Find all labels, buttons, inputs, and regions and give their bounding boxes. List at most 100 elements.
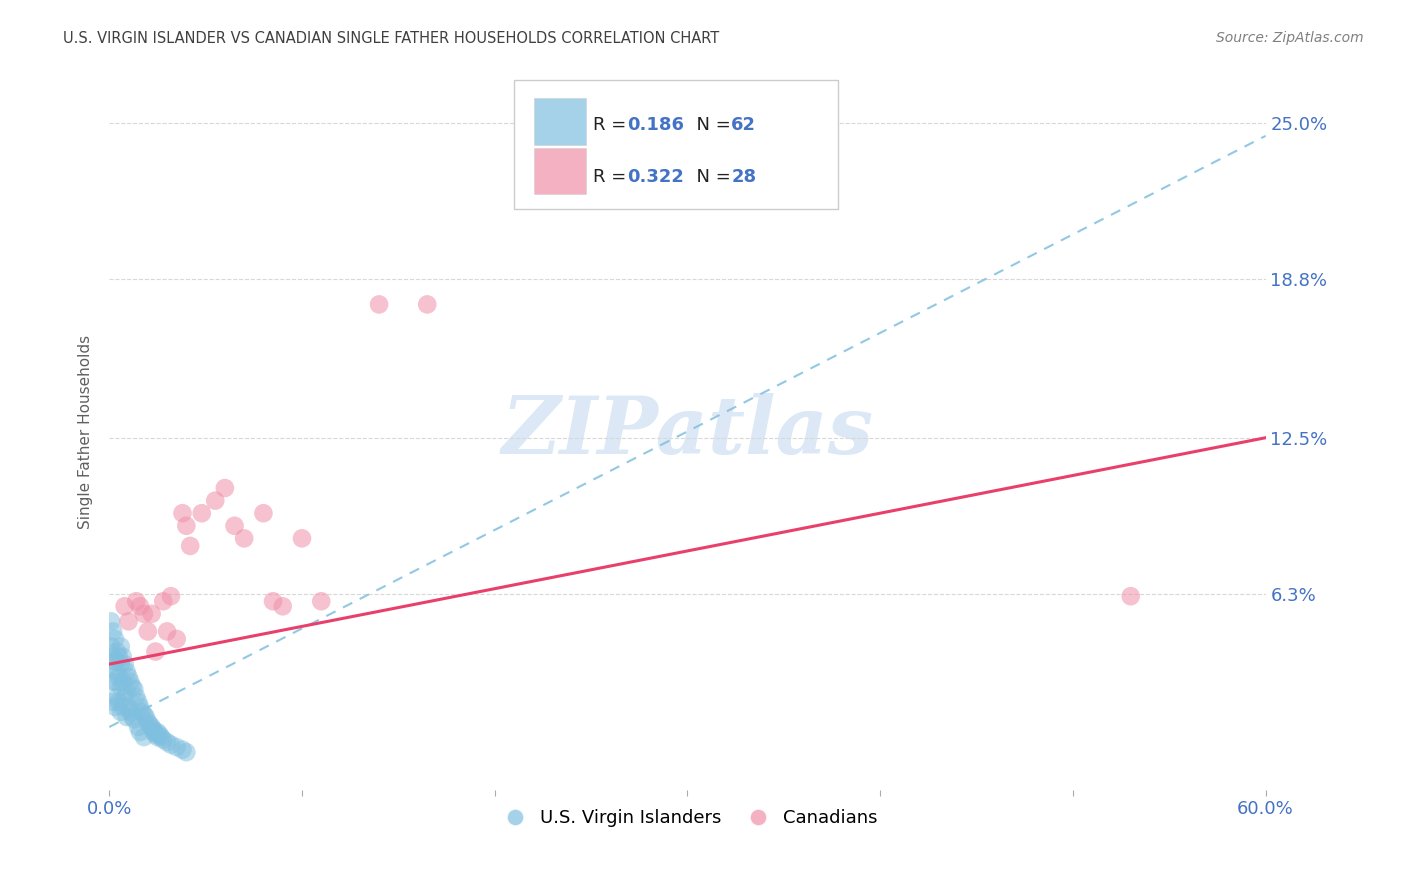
Text: 0.186: 0.186 — [627, 116, 685, 134]
Point — [125, 690, 148, 704]
Point — [120, 705, 142, 719]
Point — [124, 713, 146, 727]
Point — [127, 695, 149, 709]
Point — [117, 670, 139, 684]
Point — [131, 705, 153, 719]
Point — [115, 710, 138, 724]
Point — [104, 699, 127, 714]
Point — [114, 690, 136, 704]
Point — [127, 720, 149, 734]
Text: R =: R = — [592, 169, 631, 186]
Text: N =: N = — [685, 169, 737, 186]
Text: R =: R = — [592, 116, 631, 134]
Legend: U.S. Virgin Islanders, Canadians: U.S. Virgin Islanders, Canadians — [489, 802, 884, 835]
Point — [145, 728, 167, 742]
Point — [101, 695, 124, 709]
Point — [179, 539, 201, 553]
Point — [1119, 589, 1142, 603]
Point — [115, 685, 138, 699]
Point — [111, 674, 134, 689]
Point — [121, 680, 143, 694]
Point — [104, 655, 127, 669]
Point — [214, 481, 236, 495]
Point — [132, 707, 155, 722]
Point — [160, 589, 183, 603]
Text: N =: N = — [685, 116, 737, 134]
Point — [141, 720, 163, 734]
Point — [104, 632, 127, 646]
Point — [129, 599, 152, 614]
Point — [120, 674, 142, 689]
Point — [110, 680, 132, 694]
Point — [172, 742, 194, 756]
Point — [111, 649, 134, 664]
Point — [136, 624, 159, 639]
Point — [105, 644, 128, 658]
Point — [101, 624, 124, 639]
Point — [172, 506, 194, 520]
FancyBboxPatch shape — [515, 80, 838, 210]
Point — [148, 728, 170, 742]
Point — [141, 607, 163, 621]
Point — [160, 738, 183, 752]
Point — [111, 699, 134, 714]
Point — [142, 725, 165, 739]
Point — [108, 695, 131, 709]
Point — [114, 599, 136, 614]
Point — [145, 644, 167, 658]
Point — [176, 745, 198, 759]
Point — [146, 730, 169, 744]
Y-axis label: Single Father Households: Single Father Households — [79, 334, 93, 528]
Point — [156, 624, 179, 639]
Point — [190, 506, 212, 520]
Point — [129, 699, 152, 714]
FancyBboxPatch shape — [534, 98, 586, 145]
Point — [125, 594, 148, 608]
Text: 28: 28 — [731, 169, 756, 186]
Point — [146, 725, 169, 739]
Point — [110, 705, 132, 719]
Point — [105, 690, 128, 704]
Text: U.S. VIRGIN ISLANDER VS CANADIAN SINGLE FATHER HOUSEHOLDS CORRELATION CHART: U.S. VIRGIN ISLANDER VS CANADIAN SINGLE … — [63, 31, 720, 46]
Point — [117, 699, 139, 714]
Point — [124, 682, 146, 697]
Point — [150, 730, 173, 744]
Point — [108, 649, 131, 664]
Point — [416, 297, 439, 311]
Point — [114, 657, 136, 672]
Point — [117, 615, 139, 629]
Point — [233, 532, 256, 546]
Point — [108, 670, 131, 684]
Point — [110, 657, 132, 672]
Text: 62: 62 — [731, 116, 756, 134]
Point — [166, 632, 188, 646]
Point — [105, 665, 128, 679]
Point — [368, 297, 391, 311]
Text: ZIPatlas: ZIPatlas — [502, 392, 873, 470]
Point — [309, 594, 332, 608]
Point — [152, 594, 174, 608]
Point — [262, 594, 284, 608]
Point — [101, 674, 124, 689]
Text: Source: ZipAtlas.com: Source: ZipAtlas.com — [1216, 31, 1364, 45]
Point — [204, 493, 226, 508]
Point — [100, 615, 122, 629]
Point — [100, 657, 122, 672]
Point — [100, 640, 122, 654]
Point — [132, 607, 155, 621]
Point — [115, 665, 138, 679]
Point — [136, 714, 159, 729]
Text: 0.322: 0.322 — [627, 169, 685, 186]
Point — [129, 725, 152, 739]
Point — [166, 740, 188, 755]
Point — [101, 649, 124, 664]
Point — [138, 717, 160, 731]
Point — [121, 710, 143, 724]
Point — [224, 518, 246, 533]
Point — [252, 506, 274, 520]
Point — [110, 640, 132, 654]
Point — [135, 710, 157, 724]
Point — [291, 532, 314, 546]
Point — [176, 518, 198, 533]
Point — [132, 730, 155, 744]
